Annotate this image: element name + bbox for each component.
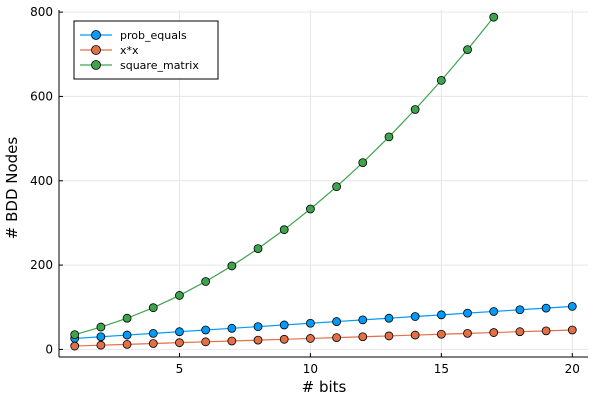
data-point: [332, 317, 341, 326]
data-point: [515, 327, 525, 337]
data-point: [410, 312, 420, 321]
data-point: [122, 313, 132, 323]
data-point: [410, 330, 420, 340]
data-point: [148, 339, 158, 348]
data-point: [253, 335, 263, 345]
series-x*x: [70, 325, 577, 351]
data-point: [227, 336, 237, 346]
data-point: [96, 332, 106, 342]
data-point: [201, 277, 211, 286]
data-point: [436, 329, 446, 339]
legend-marker: [91, 60, 101, 70]
series-square_matrix: [70, 12, 499, 340]
legend-marker: [91, 30, 101, 40]
data-point: [463, 328, 472, 338]
data-point: [541, 326, 551, 336]
data-point: [148, 328, 158, 338]
data-point: [201, 325, 211, 335]
data-point: [175, 291, 184, 300]
data-point: [306, 334, 315, 343]
legend-label: prob_equals: [120, 29, 187, 42]
data-point: [175, 327, 184, 337]
series-layer: [70, 12, 577, 351]
y-axis-label: # BDD Nodes: [3, 137, 21, 240]
data-point: [332, 333, 341, 343]
data-point: [96, 322, 106, 332]
y-tick-label: 0: [45, 342, 53, 356]
data-point: [175, 338, 184, 348]
data-point: [279, 334, 289, 344]
y-tick-label: 200: [30, 258, 53, 272]
data-point: [70, 341, 80, 351]
data-point: [332, 182, 341, 192]
data-point: [358, 332, 368, 342]
data-point: [489, 328, 499, 337]
data-point: [227, 261, 237, 271]
data-point: [541, 303, 551, 313]
data-point: [384, 132, 394, 142]
data-point: [227, 323, 237, 333]
legend-item: x*x: [80, 44, 139, 57]
data-point: [384, 331, 394, 341]
data-point: [436, 310, 446, 320]
y-tick-label: 600: [30, 89, 53, 103]
legend-marker: [91, 45, 101, 55]
data-point: [279, 320, 289, 330]
x-tick-label: 10: [303, 362, 318, 376]
data-point: [122, 330, 132, 340]
data-point: [567, 302, 577, 311]
data-point: [436, 76, 446, 85]
data-point: [96, 340, 106, 350]
x-tick-label: 20: [565, 362, 580, 376]
series-prob_equals: [70, 302, 577, 343]
data-point: [384, 313, 394, 323]
data-point: [463, 45, 472, 55]
data-point: [489, 307, 499, 316]
data-point: [410, 105, 420, 114]
legend-item: square_matrix: [80, 59, 199, 72]
data-point: [306, 318, 315, 328]
data-point: [122, 339, 132, 349]
legend: prob_equals x*x square_matrix: [73, 20, 219, 80]
x-axis-label: # bits: [302, 378, 347, 396]
data-point: [489, 12, 499, 22]
data-point: [201, 337, 211, 347]
data-point: [70, 330, 80, 340]
data-point: [253, 322, 263, 332]
data-point: [358, 315, 368, 325]
y-tick-label: 800: [30, 5, 53, 19]
y-tick-label: 400: [30, 174, 53, 188]
data-point: [567, 325, 577, 335]
legend-item: prob_equals: [80, 29, 187, 42]
data-point: [463, 308, 472, 318]
x-tick-label: 5: [176, 362, 184, 376]
data-point: [306, 204, 315, 214]
data-point: [148, 303, 158, 313]
data-point: [279, 225, 289, 235]
grid-layer: [59, 10, 588, 357]
data-point: [253, 244, 263, 254]
data-point: [515, 305, 525, 315]
legend-label: square_matrix: [120, 59, 199, 72]
legend-label: x*x: [120, 44, 139, 57]
data-point: [358, 158, 368, 168]
x-tick-label: 15: [434, 362, 449, 376]
